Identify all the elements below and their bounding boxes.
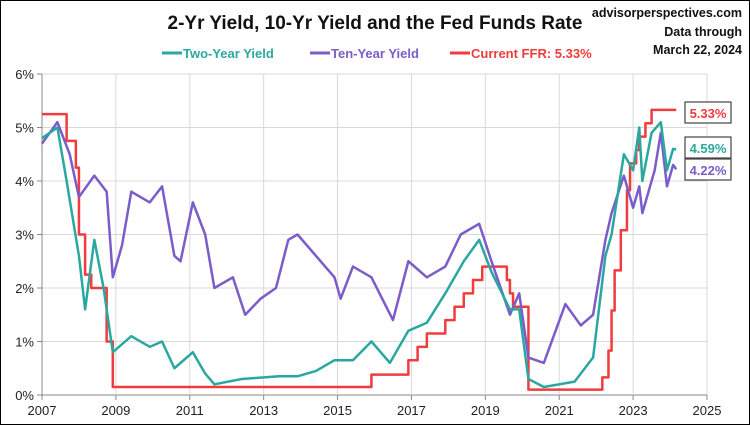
y-tick-label: 0%: [15, 388, 34, 403]
legend-label: Ten-Year Yield: [331, 46, 419, 61]
legend-label: Current FFR: 5.33%: [471, 46, 592, 61]
y-tick-label: 5%: [15, 121, 34, 136]
x-tick-label: 2011: [176, 403, 204, 418]
x-tick-label: 2007: [28, 403, 57, 418]
x-tick-label: 2017: [397, 403, 426, 418]
x-tick-label: 2013: [249, 403, 278, 418]
chart-title: 2-Yr Yield, 10-Yr Yield and the Fed Fund…: [168, 13, 583, 34]
end-label: 5.33%: [690, 106, 727, 121]
series-line-ten-year: [40, 120, 678, 365]
series-line-two-year: [41, 120, 677, 389]
end-label-box: [684, 101, 732, 124]
y-tick-label: 3%: [15, 228, 34, 243]
x-tick-label: 2023: [619, 403, 648, 418]
legend-label: Two-Year Yield: [183, 46, 274, 61]
end-label-box: [684, 158, 732, 181]
end-label: 4.22%: [690, 163, 727, 178]
x-tick-label: 2021: [545, 403, 574, 418]
x-tick-label: 2009: [101, 403, 130, 418]
end-label-box: [684, 136, 732, 159]
end-label: 4.59%: [690, 141, 727, 156]
data-through-label: Data through: [664, 25, 742, 39]
y-tick-label: 4%: [15, 174, 34, 189]
y-tick-label: 6%: [15, 67, 34, 82]
y-tick-label: 2%: [15, 281, 34, 296]
data-date-label: March 22, 2024: [653, 43, 742, 57]
x-tick-label: 2015: [323, 403, 352, 418]
series-line-ffr: [42, 108, 677, 391]
source-label: advisorperspectives.com: [592, 6, 742, 20]
y-tick-label: 1%: [15, 335, 34, 350]
x-tick-label: 2019: [471, 403, 500, 418]
x-tick-label: 2025: [693, 403, 722, 418]
